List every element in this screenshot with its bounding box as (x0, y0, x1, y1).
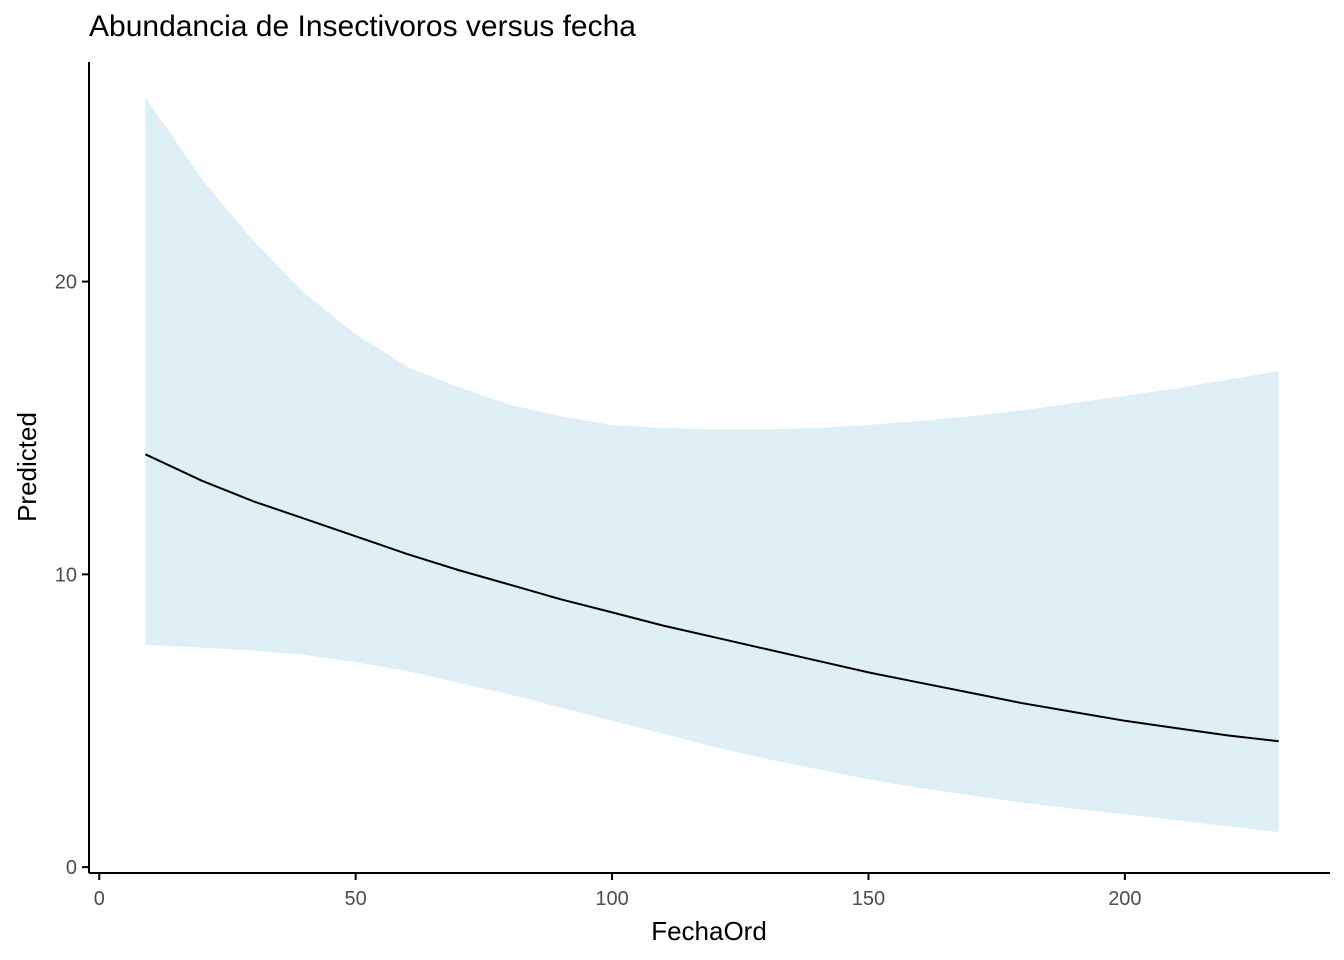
y-tick-label: 10 (55, 564, 77, 586)
x-tick-label: 200 (1108, 888, 1141, 910)
x-axis-title: FechaOrd (651, 916, 767, 946)
chart-title: Abundancia de Insectivoros versus fecha (89, 10, 636, 43)
predicted-line (144, 453, 1279, 743)
confidence-ribbon (145, 97, 1279, 833)
y-tick-label: 20 (55, 272, 77, 294)
x-tick-label: 50 (345, 888, 367, 910)
x-tick-label: 100 (595, 888, 628, 910)
y-axis-ticks: 0 10 20 (55, 272, 89, 879)
y-axis-title: Predicted (12, 412, 42, 522)
x-axis-ticks: 0 50 100 150 200 (94, 873, 1142, 910)
x-tick-label: 150 (852, 888, 885, 910)
x-tick-label: 0 (94, 888, 105, 910)
y-tick-label: 0 (66, 857, 77, 879)
